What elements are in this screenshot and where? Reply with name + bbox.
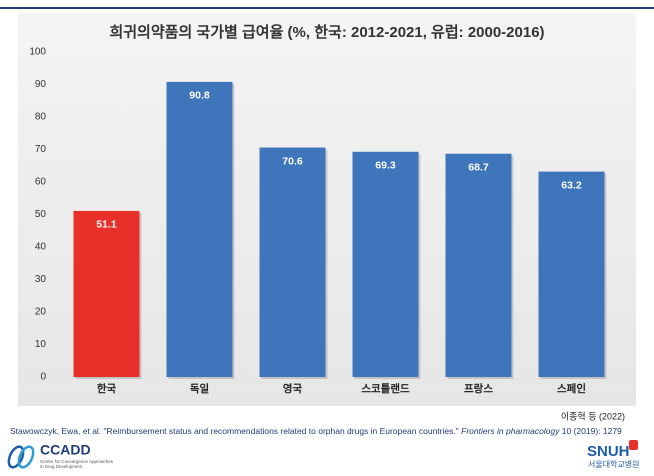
logo-icon [17, 445, 35, 469]
logo-subtext: Center for Convergence Approaches [40, 459, 114, 464]
citation: Stawowczyk, Ewa, et al. "Reimbursement s… [10, 426, 622, 436]
x-tick-label: 한국 [97, 382, 117, 395]
logo-badge [629, 440, 638, 450]
source-note: 이종혁 등 (2022) [561, 411, 625, 421]
y-tick-label: 30 [35, 274, 47, 285]
data-label: 51.1 [96, 219, 117, 231]
y-tick-label: 40 [35, 242, 47, 253]
bar [445, 153, 512, 377]
logo-subtext: 서울대학교병원 [588, 459, 640, 469]
y-tick-label: 60 [35, 177, 47, 188]
bar [166, 81, 233, 378]
y-tick-label: 10 [35, 339, 47, 350]
data-label: 90.8 [189, 90, 210, 102]
data-label: 69.3 [375, 160, 396, 172]
logo-subtext: in Drug Development [40, 464, 83, 469]
bar [73, 210, 140, 377]
x-tick-label: 영국 [283, 382, 303, 395]
data-label: 68.7 [468, 162, 489, 174]
data-label: 70.6 [282, 155, 303, 167]
snuh-logo: SNUH 서울대학교병원 [587, 440, 640, 469]
chart-title: 희귀의약품의 국가별 급여율 (%, 한국: 2012-2021, 유럽: 20… [109, 23, 544, 41]
bar [352, 151, 419, 377]
x-tick-label: 프랑스 [464, 383, 493, 395]
x-tick-label: 스페인 [557, 382, 586, 395]
logo-text: SNUH [587, 443, 630, 460]
y-tick-label: 90 [35, 79, 47, 90]
bar [538, 171, 605, 377]
x-tick-label: 스코틀랜드 [361, 382, 410, 395]
bar [259, 147, 326, 377]
y-tick-label: 0 [40, 372, 46, 383]
y-tick-label: 80 [35, 112, 47, 123]
y-tick-label: 50 [35, 209, 47, 220]
ccadd-logo: CCADD Center for Convergence Approaches … [7, 442, 114, 469]
citation-text: 10 (2019): 1279 [562, 426, 622, 436]
x-tick-label: 독일 [190, 382, 209, 395]
logo-icon [7, 445, 25, 469]
citation-text: Stawowczyk, Ewa, et al. "Reimbursement s… [10, 426, 459, 436]
y-tick-label: 20 [35, 307, 47, 318]
data-label: 63.2 [561, 179, 582, 191]
citation-journal: Frontiers in pharmacology [461, 426, 560, 436]
y-tick-label: 100 [29, 47, 46, 58]
logo-text: CCADD [40, 442, 91, 458]
y-tick-label: 70 [35, 144, 47, 155]
